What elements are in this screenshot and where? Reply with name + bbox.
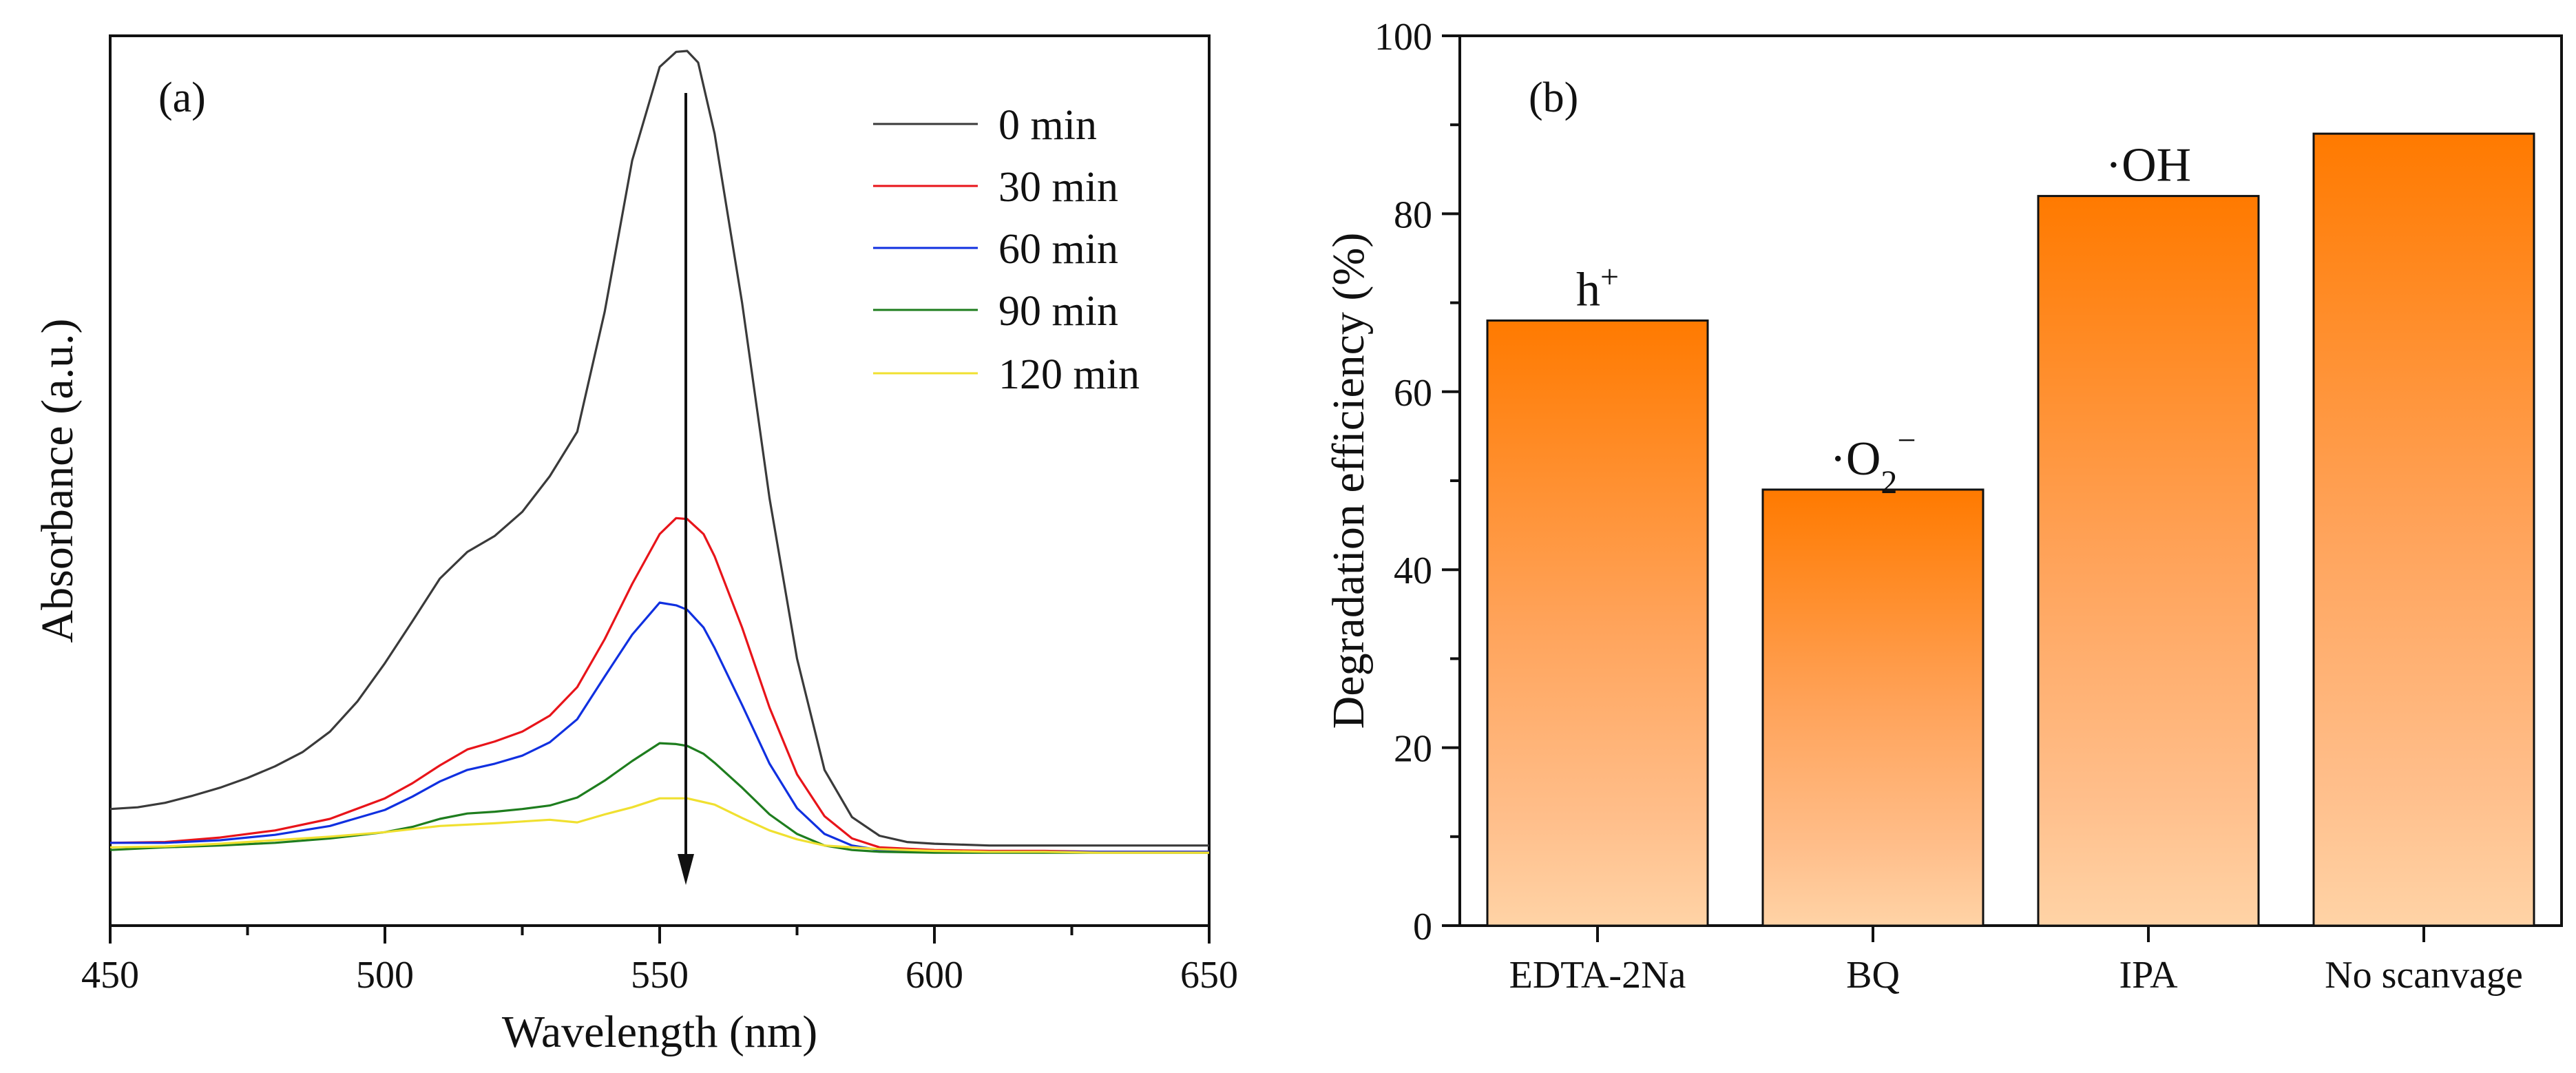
bar-no-scanvage [2312,132,2535,927]
bar-bq [1761,488,1985,927]
y-axis-title-b: Degradation efficiency (%) [1323,233,1374,729]
series-line-0-min [109,50,1209,847]
category-label: BQ [1846,954,1900,997]
legend-item-0-min: 0 min [873,102,1097,149]
x-tick-label-a: 500 [356,954,414,997]
bar-ipa [2037,195,2260,927]
x-axis-b: EDTA-2Na BQ IPA No scanvage [1509,926,2523,997]
legend-label-30-min: 30 min [998,164,1118,211]
legend-label-120-min: 120 min [998,351,1140,398]
y-tick-label-b: 60 [1394,372,1432,415]
legend-item-60-min: 60 min [873,226,1118,273]
x-tick-label-a: 450 [81,954,139,997]
bar-edta-2na [1486,319,1709,927]
legend-item-90-min: 90 min [873,288,1118,335]
category-label: EDTA-2Na [1509,954,1686,997]
x-tick-label-a: 650 [1180,954,1238,997]
legend-a: 0 min 30 min 60 min 90 min 120 min [873,102,1140,398]
bar-annotation: h+ [1576,258,1619,317]
decrease-arrow [678,93,694,885]
y-tick-label-b: 20 [1394,728,1432,771]
legend-label-0-min: 0 min [998,102,1097,149]
bar-annotation: ·O2− [1830,422,1916,501]
panel-label-b: (b) [1529,74,1578,121]
series-line-60-min [110,601,1209,853]
bar-chart-panel-b: (b) 0 20 40 60 80 100 h+ ·O2− ·OH EDTA-2Na BQ IPA… [1323,16,2563,997]
legend-label-60-min: 60 min [998,226,1118,273]
line-chart-panel-a: (a) 450 500 550 600 650 0 min 30 min 60 min … [32,34,1238,1057]
series-line-120-min [109,797,1209,854]
y-tick-label-b: 80 [1394,194,1432,236]
x-tick-label-a: 550 [631,954,689,997]
bars-b: h+ ·O2− ·OH [1486,132,2535,927]
y-tick-label-b: 40 [1394,550,1432,592]
bar-annotation: ·OH [2106,139,2191,192]
y-tick-label-b: 0 [1413,906,1432,948]
y-axis-b: 0 20 40 60 80 100 [1374,16,1460,948]
y-tick-label-b: 100 [1374,16,1432,59]
legend-item-120-min: 120 min [873,351,1140,398]
series-lines-a [109,50,1209,854]
legend-item-30-min: 30 min [873,164,1118,211]
category-label: IPA [2119,954,2178,997]
x-axis-title-a: Wavelength (nm) [502,1007,817,1057]
series-line-30-min [109,517,1209,853]
x-axis-a: 450 500 550 600 650 [81,926,1238,997]
panel-label-a: (a) [158,74,206,121]
legend-label-90-min: 90 min [998,288,1118,335]
y-axis-title-a: Absorbance (a.u.) [32,319,83,643]
category-label: No scanvage [2325,954,2523,997]
x-tick-label-a: 600 [905,954,963,997]
